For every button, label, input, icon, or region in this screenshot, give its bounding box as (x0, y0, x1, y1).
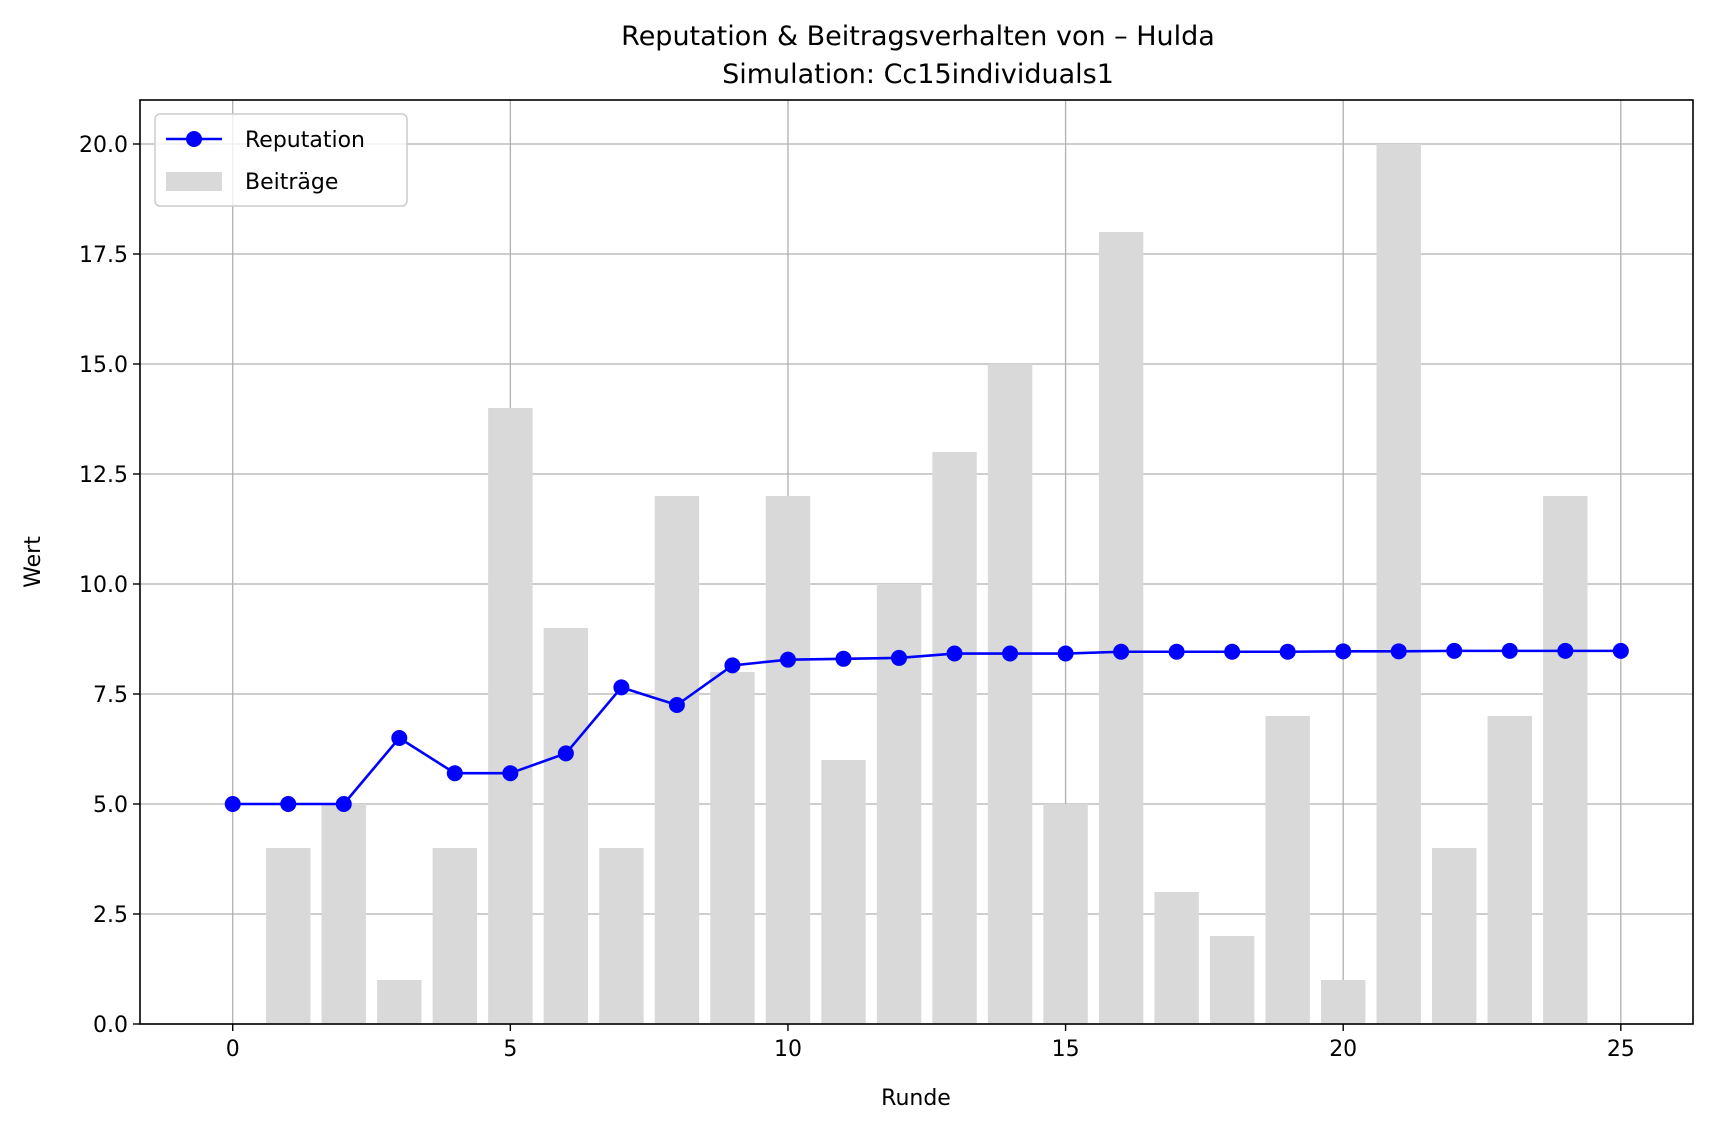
reputation-point (1057, 645, 1074, 662)
reputation-point (1002, 645, 1019, 662)
bar-beitraege (765, 496, 811, 1024)
plot-frame (139, 99, 1694, 1025)
y-tick-label: 17.5 (79, 243, 128, 268)
reputation-point (1446, 642, 1463, 659)
x-tick-label: 20 (1329, 1037, 1357, 1062)
bar-beitraege (321, 804, 366, 1024)
x-tick-label: 10 (774, 1037, 802, 1062)
bar-beitraege (710, 672, 755, 1024)
x-tick-label: 5 (503, 1037, 517, 1062)
y-tick-label: 10.0 (79, 573, 128, 598)
bar-beitraege (1265, 716, 1310, 1024)
bar-beitraege (1154, 892, 1199, 1024)
reputation-point (1335, 643, 1352, 660)
bar-beitraege (1098, 232, 1144, 1024)
reputation-point (668, 697, 685, 713)
legend-beitraege-label: Beiträge (245, 170, 338, 195)
bar-beitraege (377, 980, 422, 1024)
bar-beitraege (488, 408, 533, 1024)
y-tick-label: 2.5 (93, 903, 128, 928)
y-tick-label: 20.0 (79, 133, 128, 158)
legend-reputation-marker (186, 131, 202, 147)
bar-series-beitraege (266, 144, 1588, 1024)
bar-beitraege (1376, 144, 1421, 1024)
reputation-point (280, 796, 297, 812)
y-tick-label: 15.0 (79, 353, 128, 378)
bar-beitraege (654, 496, 700, 1024)
x-tick-label: 0 (226, 1037, 240, 1062)
bar-beitraege (1432, 848, 1477, 1024)
reputation-point (1113, 643, 1130, 660)
legend-reputation-label: Reputation (245, 128, 365, 153)
bar-beitraege (543, 628, 589, 1024)
bar-beitraege (987, 364, 1033, 1024)
reputation-point (224, 796, 241, 812)
reputation-point (557, 745, 574, 762)
bar-beitraege (1320, 980, 1366, 1024)
x-tick-label: 15 (1052, 1037, 1080, 1062)
reputation-point (1501, 642, 1518, 659)
bar-beitraege (1043, 804, 1088, 1024)
legend-beitraege-swatch (166, 172, 222, 191)
y-tick-label: 5.0 (93, 793, 128, 818)
y-tick-label: 12.5 (79, 463, 128, 488)
reputation-point (1279, 643, 1296, 660)
y-tick-label: 7.5 (93, 683, 128, 708)
reputation-point (891, 649, 908, 666)
y-tick-label: 0.0 (93, 1013, 128, 1038)
reputation-point (1390, 643, 1407, 660)
reputation-point (1612, 642, 1629, 659)
chart-subtitle: Simulation: Cc15individuals1 (722, 59, 1114, 90)
reputation-point (446, 765, 463, 782)
line-series-reputation (224, 642, 1629, 812)
chart-title: Reputation & Beitragsverhalten von – Hul… (621, 21, 1215, 52)
legend: Reputation Beiträge (154, 113, 408, 207)
bar-beitraege (1209, 936, 1255, 1024)
bar-beitraege (1487, 716, 1532, 1024)
reputation-point (1224, 643, 1241, 660)
bar-beitraege (266, 848, 311, 1024)
reputation-point (724, 657, 741, 674)
reputation-point (1168, 643, 1185, 660)
reputation-point (391, 730, 408, 746)
x-tick-label: 25 (1607, 1037, 1635, 1062)
y-axis-label: Wert (21, 536, 46, 588)
reputation-point (1557, 642, 1574, 659)
axis-ticks: 0 5 10 15 20 25 0.0 2.5 5.0 7.5 10.0 12.5 15.0 17.5 20… (79, 133, 1635, 1062)
bar-beitraege (432, 848, 478, 1024)
bar-beitraege (1543, 496, 1588, 1024)
reputation-point (946, 645, 963, 662)
bar-beitraege (821, 760, 866, 1024)
reputation-point (613, 679, 630, 696)
reputation-point (779, 651, 796, 668)
bar-beitraege (599, 848, 644, 1024)
reputation-point (335, 796, 352, 812)
reputation-point (502, 765, 519, 782)
reputation-point (835, 650, 852, 667)
bar-beitraege (932, 452, 977, 1024)
reputation-line (232, 649, 1621, 806)
x-axis-label: Runde (881, 1086, 951, 1111)
